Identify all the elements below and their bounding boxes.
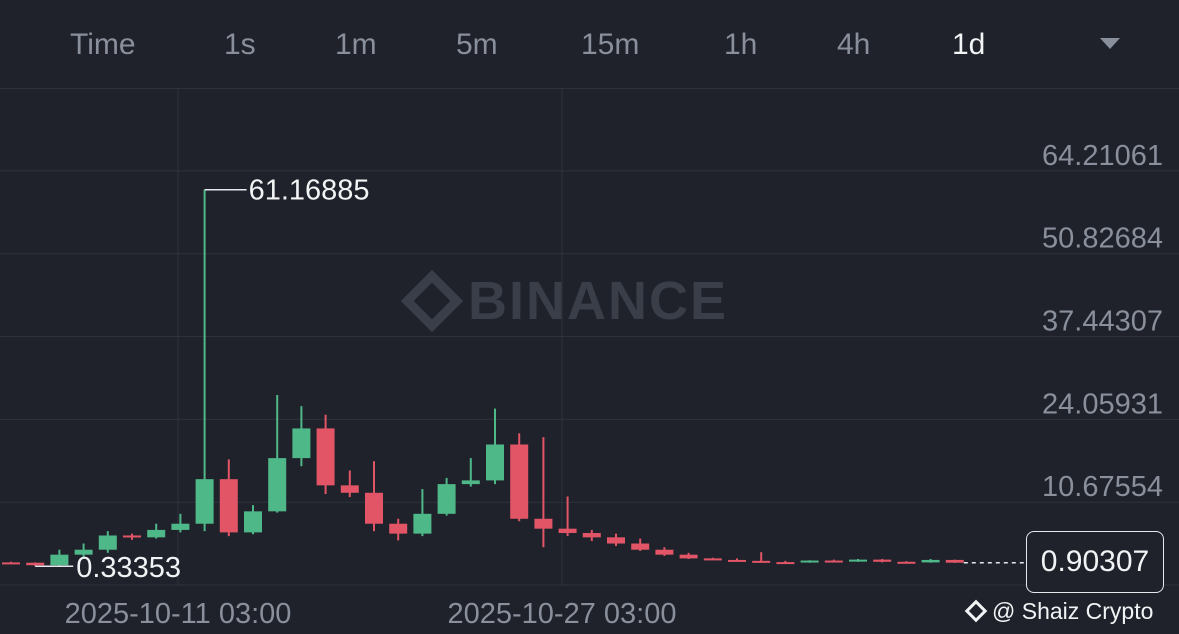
x-tick-label: 2025-10-11 03:00 <box>65 598 292 630</box>
tab-time[interactable]: Time <box>70 28 136 61</box>
candle-body <box>268 458 287 512</box>
candle-body <box>824 560 843 563</box>
candle-body <box>776 562 795 565</box>
candle-body <box>631 543 650 550</box>
candle-body <box>292 428 311 459</box>
tab-5m[interactable]: 5m <box>456 28 498 61</box>
candlestick-chart: 64.21061 50.82684 37.44307 24.05931 10.67554… <box>0 88 1179 630</box>
candle-body <box>728 559 746 562</box>
y-tick-label: 50.82684 <box>1042 223 1163 255</box>
candle-body <box>558 528 577 534</box>
candle-body <box>244 511 262 533</box>
candle-body <box>607 537 625 544</box>
candle-body <box>703 558 722 561</box>
candle-body <box>486 444 504 481</box>
max-value-label: 61.16885 <box>249 175 370 207</box>
candle-body <box>800 560 819 563</box>
candle-body <box>123 535 141 538</box>
candle-body <box>171 523 190 530</box>
tab-1m[interactable]: 1m <box>335 28 377 61</box>
watermark-text: BINANCE <box>468 271 729 331</box>
y-tick-label: 10.67554 <box>1042 471 1163 503</box>
candle-body <box>50 554 69 566</box>
tab-15m[interactable]: 15m <box>581 28 640 61</box>
candle-body <box>98 535 117 550</box>
candle-body <box>897 561 916 564</box>
tab-1h[interactable]: 1h <box>724 28 758 61</box>
chevron-down-icon[interactable] <box>1100 38 1120 49</box>
candle-body <box>195 479 214 524</box>
y-tick-label: 24.05931 <box>1042 388 1163 420</box>
candle-body <box>461 480 480 485</box>
candle-body <box>921 559 940 563</box>
binance-logo-icon <box>400 269 464 333</box>
tab-1d[interactable]: 1d <box>952 28 986 61</box>
candle-body <box>945 559 964 563</box>
candle-body <box>316 428 335 486</box>
candle-body <box>873 559 892 562</box>
candle-body <box>2 562 20 565</box>
y-tick-label: 64.21061 <box>1042 140 1163 172</box>
candle-body <box>389 523 408 534</box>
candle-body <box>413 513 432 534</box>
min-value-label: 0.33353 <box>76 552 181 584</box>
current-price-label: 0.90307 <box>1026 531 1164 593</box>
candle-body <box>655 549 674 555</box>
binance-watermark: BINANCE <box>400 269 729 333</box>
credit-text: @ Shaiz Crypto <box>992 597 1154 624</box>
candle-body <box>849 559 867 562</box>
tab-4h[interactable]: 4h <box>837 28 871 61</box>
candle-body <box>74 549 93 555</box>
candle-body <box>147 529 166 538</box>
candle-body <box>340 485 359 493</box>
candle-body <box>365 492 383 524</box>
binance-logo-icon <box>964 599 988 623</box>
candle-body <box>752 560 771 563</box>
tab-1s[interactable]: 1s <box>224 28 256 61</box>
x-tick-label: 2025-10-27 03:00 <box>448 598 677 630</box>
candle-body <box>26 562 45 566</box>
candle-body <box>437 484 456 514</box>
y-tick-label: 37.44307 <box>1042 306 1163 338</box>
candle-body <box>679 554 698 559</box>
candle-body <box>510 444 529 519</box>
candle-body <box>534 518 553 529</box>
credit: @ Shaiz Crypto <box>964 594 1154 628</box>
candle-body <box>219 479 238 533</box>
interval-tabs: Time 1s 1m 5m 15m 1h 4h 1d <box>0 0 1179 89</box>
candle-body <box>582 533 601 538</box>
